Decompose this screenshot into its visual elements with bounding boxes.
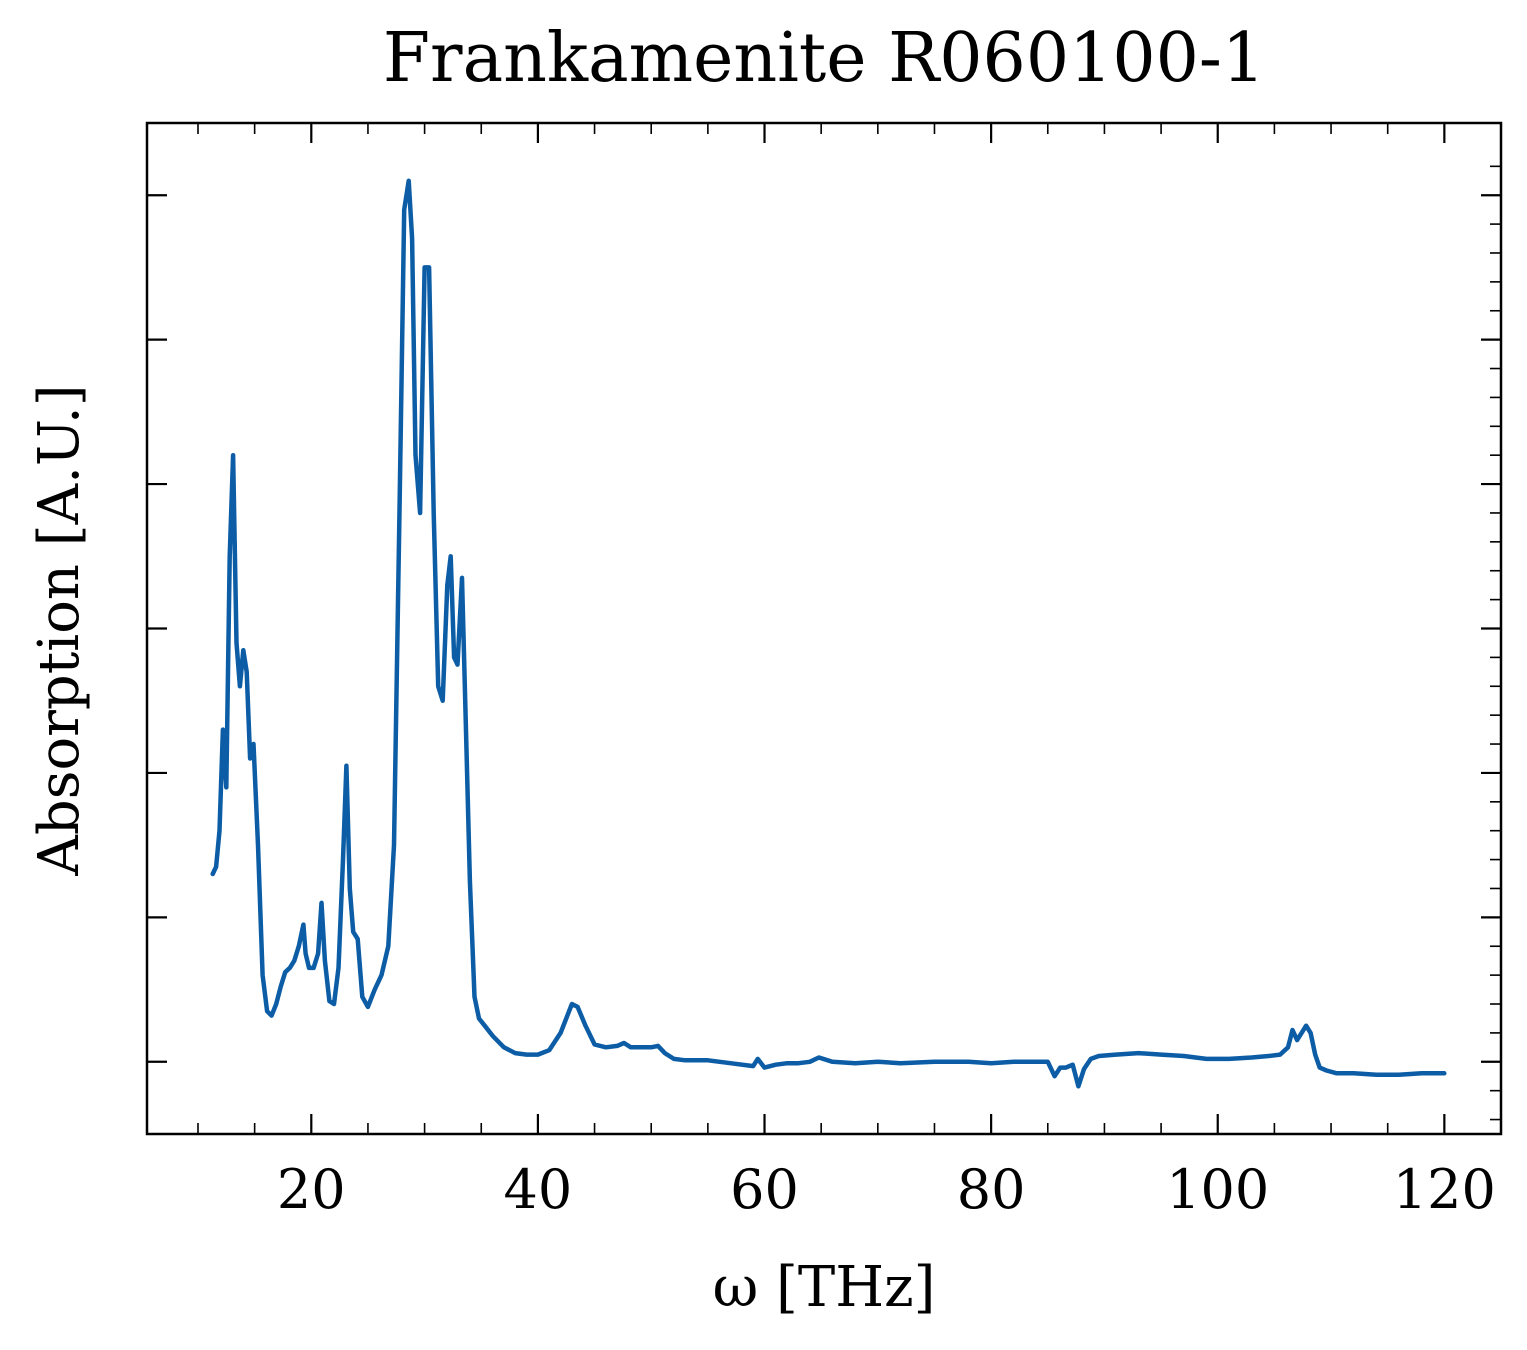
x-tick-label: 60 [730, 1158, 799, 1221]
x-tick-label: 80 [957, 1158, 1026, 1221]
axis-ticks [147, 123, 1502, 1134]
absorption-series-line [210, 178, 1447, 1089]
x-axis-label: ω [THz] [713, 1255, 936, 1320]
x-tick-label: 120 [1393, 1158, 1496, 1221]
x-tick-label: 100 [1166, 1158, 1269, 1221]
series-layer [210, 178, 1447, 1089]
y-axis-label: Absorption [A.U.] [27, 384, 92, 876]
plot-frame [145, 121, 1503, 1136]
x-tick-label: 40 [504, 1158, 573, 1221]
x-tick-label: 20 [277, 1158, 346, 1221]
chart-title: Frankamenite R060100-1 [383, 19, 1265, 98]
x-tick-labels: 20 40 60 80 100 120 [277, 1158, 1496, 1221]
